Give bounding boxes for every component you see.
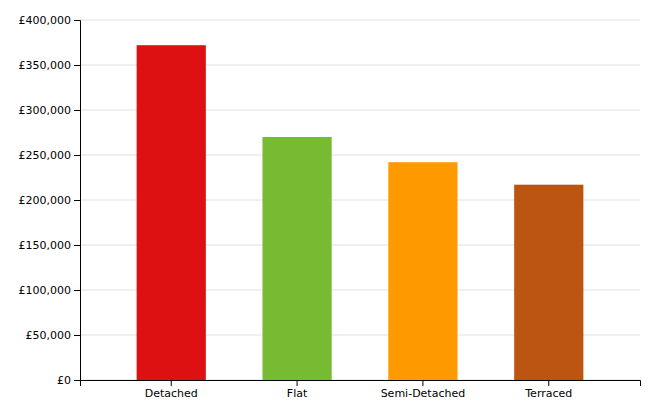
bar bbox=[262, 137, 331, 380]
x-tick: Semi-Detached bbox=[381, 380, 466, 400]
x-tick: Detached bbox=[145, 380, 198, 400]
plot: £0 £50,000 £100,000 £150,000 £200,000 £250,00… bbox=[19, 14, 641, 400]
y-tick-label: £400,000 bbox=[19, 14, 72, 27]
chart: £0 £50,000 £100,000 £150,000 £200,000 £250,00… bbox=[0, 0, 660, 420]
grid-line bbox=[80, 20, 640, 21]
y-tick: £250,000 bbox=[19, 149, 81, 162]
y-tick-mark bbox=[74, 110, 80, 111]
y-tick-label: £100,000 bbox=[19, 284, 72, 297]
y-tick: £150,000 bbox=[19, 239, 81, 252]
y-tick-label: £0 bbox=[57, 374, 71, 387]
y-tick: £0 bbox=[57, 374, 80, 387]
y-tick-label: £200,000 bbox=[19, 194, 72, 207]
y-tick: £400,000 bbox=[19, 14, 81, 27]
y-tick-label: £50,000 bbox=[26, 329, 72, 342]
y-tick: £50,000 bbox=[26, 329, 81, 342]
y-tick-label: £250,000 bbox=[19, 149, 72, 162]
grid bbox=[80, 20, 640, 380]
y-tick-mark bbox=[74, 335, 80, 336]
y-tick-mark bbox=[74, 380, 80, 381]
y-axis: £0 £50,000 £100,000 £150,000 £200,000 £250,00… bbox=[19, 14, 81, 387]
x-tick-label: Terraced bbox=[524, 387, 572, 400]
y-tick-mark bbox=[74, 155, 80, 156]
x-tick-label: Flat bbox=[287, 387, 308, 400]
y-tick-label: £300,000 bbox=[19, 104, 72, 117]
y-tick-mark bbox=[74, 245, 80, 246]
y-tick-mark bbox=[74, 200, 80, 201]
y-tick-mark bbox=[74, 65, 80, 66]
x-tick-label: Detached bbox=[145, 387, 198, 400]
y-tick-mark bbox=[74, 20, 80, 21]
x-axis: Detached Flat Semi-Detached Terraced bbox=[81, 380, 641, 400]
y-tick: £350,000 bbox=[19, 59, 81, 72]
x-tick-mark bbox=[171, 380, 172, 386]
y-tick: £200,000 bbox=[19, 194, 81, 207]
x-axis-line bbox=[81, 381, 641, 387]
bar bbox=[137, 45, 206, 380]
x-tick-mark bbox=[548, 380, 549, 386]
y-tick-mark bbox=[74, 290, 80, 291]
y-axis-line bbox=[74, 21, 81, 381]
x-tick: Terraced bbox=[524, 380, 572, 400]
x-tick-mark bbox=[422, 380, 423, 386]
bar bbox=[514, 185, 583, 380]
y-tick: £300,000 bbox=[19, 104, 81, 117]
y-tick: £100,000 bbox=[19, 284, 81, 297]
y-tick-label: £150,000 bbox=[19, 239, 72, 252]
bar bbox=[388, 162, 457, 380]
x-tick: Flat bbox=[287, 380, 308, 400]
x-tick-label: Semi-Detached bbox=[381, 387, 466, 400]
y-tick-label: £350,000 bbox=[19, 59, 72, 72]
x-tick-mark bbox=[297, 380, 298, 386]
bars bbox=[137, 45, 584, 380]
